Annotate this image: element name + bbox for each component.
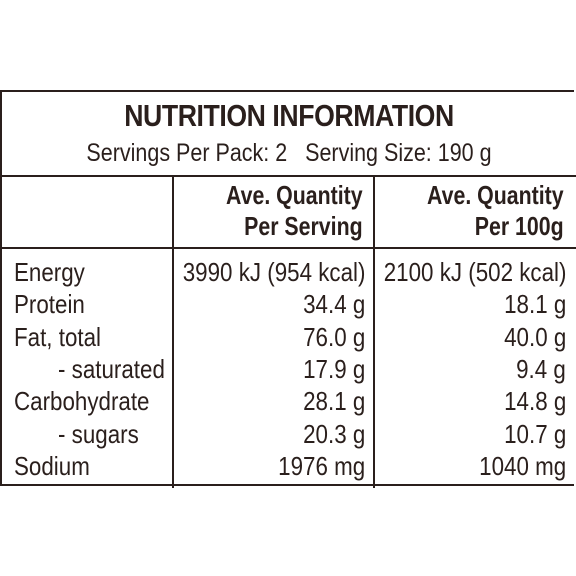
table-row: Protein 34.4 g 18.1 g: [2, 288, 576, 320]
nutrient-label: Energy: [14, 257, 85, 287]
per-100g-value: 40.0 g: [503, 321, 566, 352]
column-header-line-1: Ave. Quantity: [427, 180, 564, 210]
servings-per-pack: Servings Per Pack: 2: [86, 139, 288, 167]
per-100g-value: 18.1 g: [503, 289, 566, 320]
nutrient-label: Fat, total: [14, 321, 101, 352]
per-serving-value: 20.3 g: [302, 418, 365, 449]
per-100g-value: 9.4 g: [516, 353, 566, 384]
per-100g-value: 1040 mg: [478, 450, 566, 481]
column-divider-1: [172, 177, 174, 488]
column-header-line-2: Per Serving: [244, 211, 363, 241]
panel-title: NUTRITION INFORMATION: [124, 98, 454, 133]
column-header-line-1: Ave. Quantity: [226, 180, 363, 210]
column-header-line-2: Per 100g: [475, 211, 564, 241]
serving-size: Serving Size: 190 g: [305, 139, 492, 167]
nutrient-label: Protein: [14, 289, 85, 320]
per-100g-value: 2100 kJ (502 kcal): [383, 257, 566, 287]
per-serving-value: 1976 mg: [277, 450, 365, 481]
per-serving-value: 3990 kJ (954 kcal): [182, 257, 365, 287]
per-serving-value: 34.4 g: [302, 289, 365, 320]
table-row: Fat, total 76.0 g 40.0 g: [2, 321, 576, 353]
table-row: - saturated 17.9 g 9.4 g: [2, 353, 576, 385]
column-divider-2: [373, 177, 375, 488]
per-100g-value: 10.7 g: [503, 418, 566, 449]
table-row: Sodium 1976 mg 1040 mg: [2, 450, 576, 482]
header-divider: [2, 247, 576, 249]
per-100g-value: 14.8 g: [503, 386, 566, 417]
nutrient-label: - saturated: [58, 353, 165, 384]
column-header-per-100g: Ave. Quantity Per 100g: [427, 180, 564, 242]
nutrient-label: Sodium: [14, 450, 90, 481]
per-serving-value: 76.0 g: [302, 321, 365, 352]
serving-info: Servings Per Pack: 2 Serving Size: 190 g: [42, 139, 536, 168]
table-row: Carbohydrate 28.1 g 14.8 g: [2, 385, 576, 417]
per-serving-value: 28.1 g: [302, 386, 365, 417]
nutrition-panel: NUTRITION INFORMATION Servings Per Pack:…: [0, 90, 576, 488]
nutrient-label: Carbohydrate: [14, 386, 150, 417]
table-row: - sugars 20.3 g 10.7 g: [2, 418, 576, 450]
nutrient-label: - sugars: [58, 418, 139, 449]
table-row: Energy 3990 kJ (954 kcal) 2100 kJ (502 kca…: [2, 256, 576, 288]
column-header-per-serving: Ave. Quantity Per Serving: [226, 180, 363, 242]
nutrition-header: NUTRITION INFORMATION Servings Per Pack:…: [2, 92, 576, 177]
per-serving-value: 17.9 g: [302, 353, 365, 384]
